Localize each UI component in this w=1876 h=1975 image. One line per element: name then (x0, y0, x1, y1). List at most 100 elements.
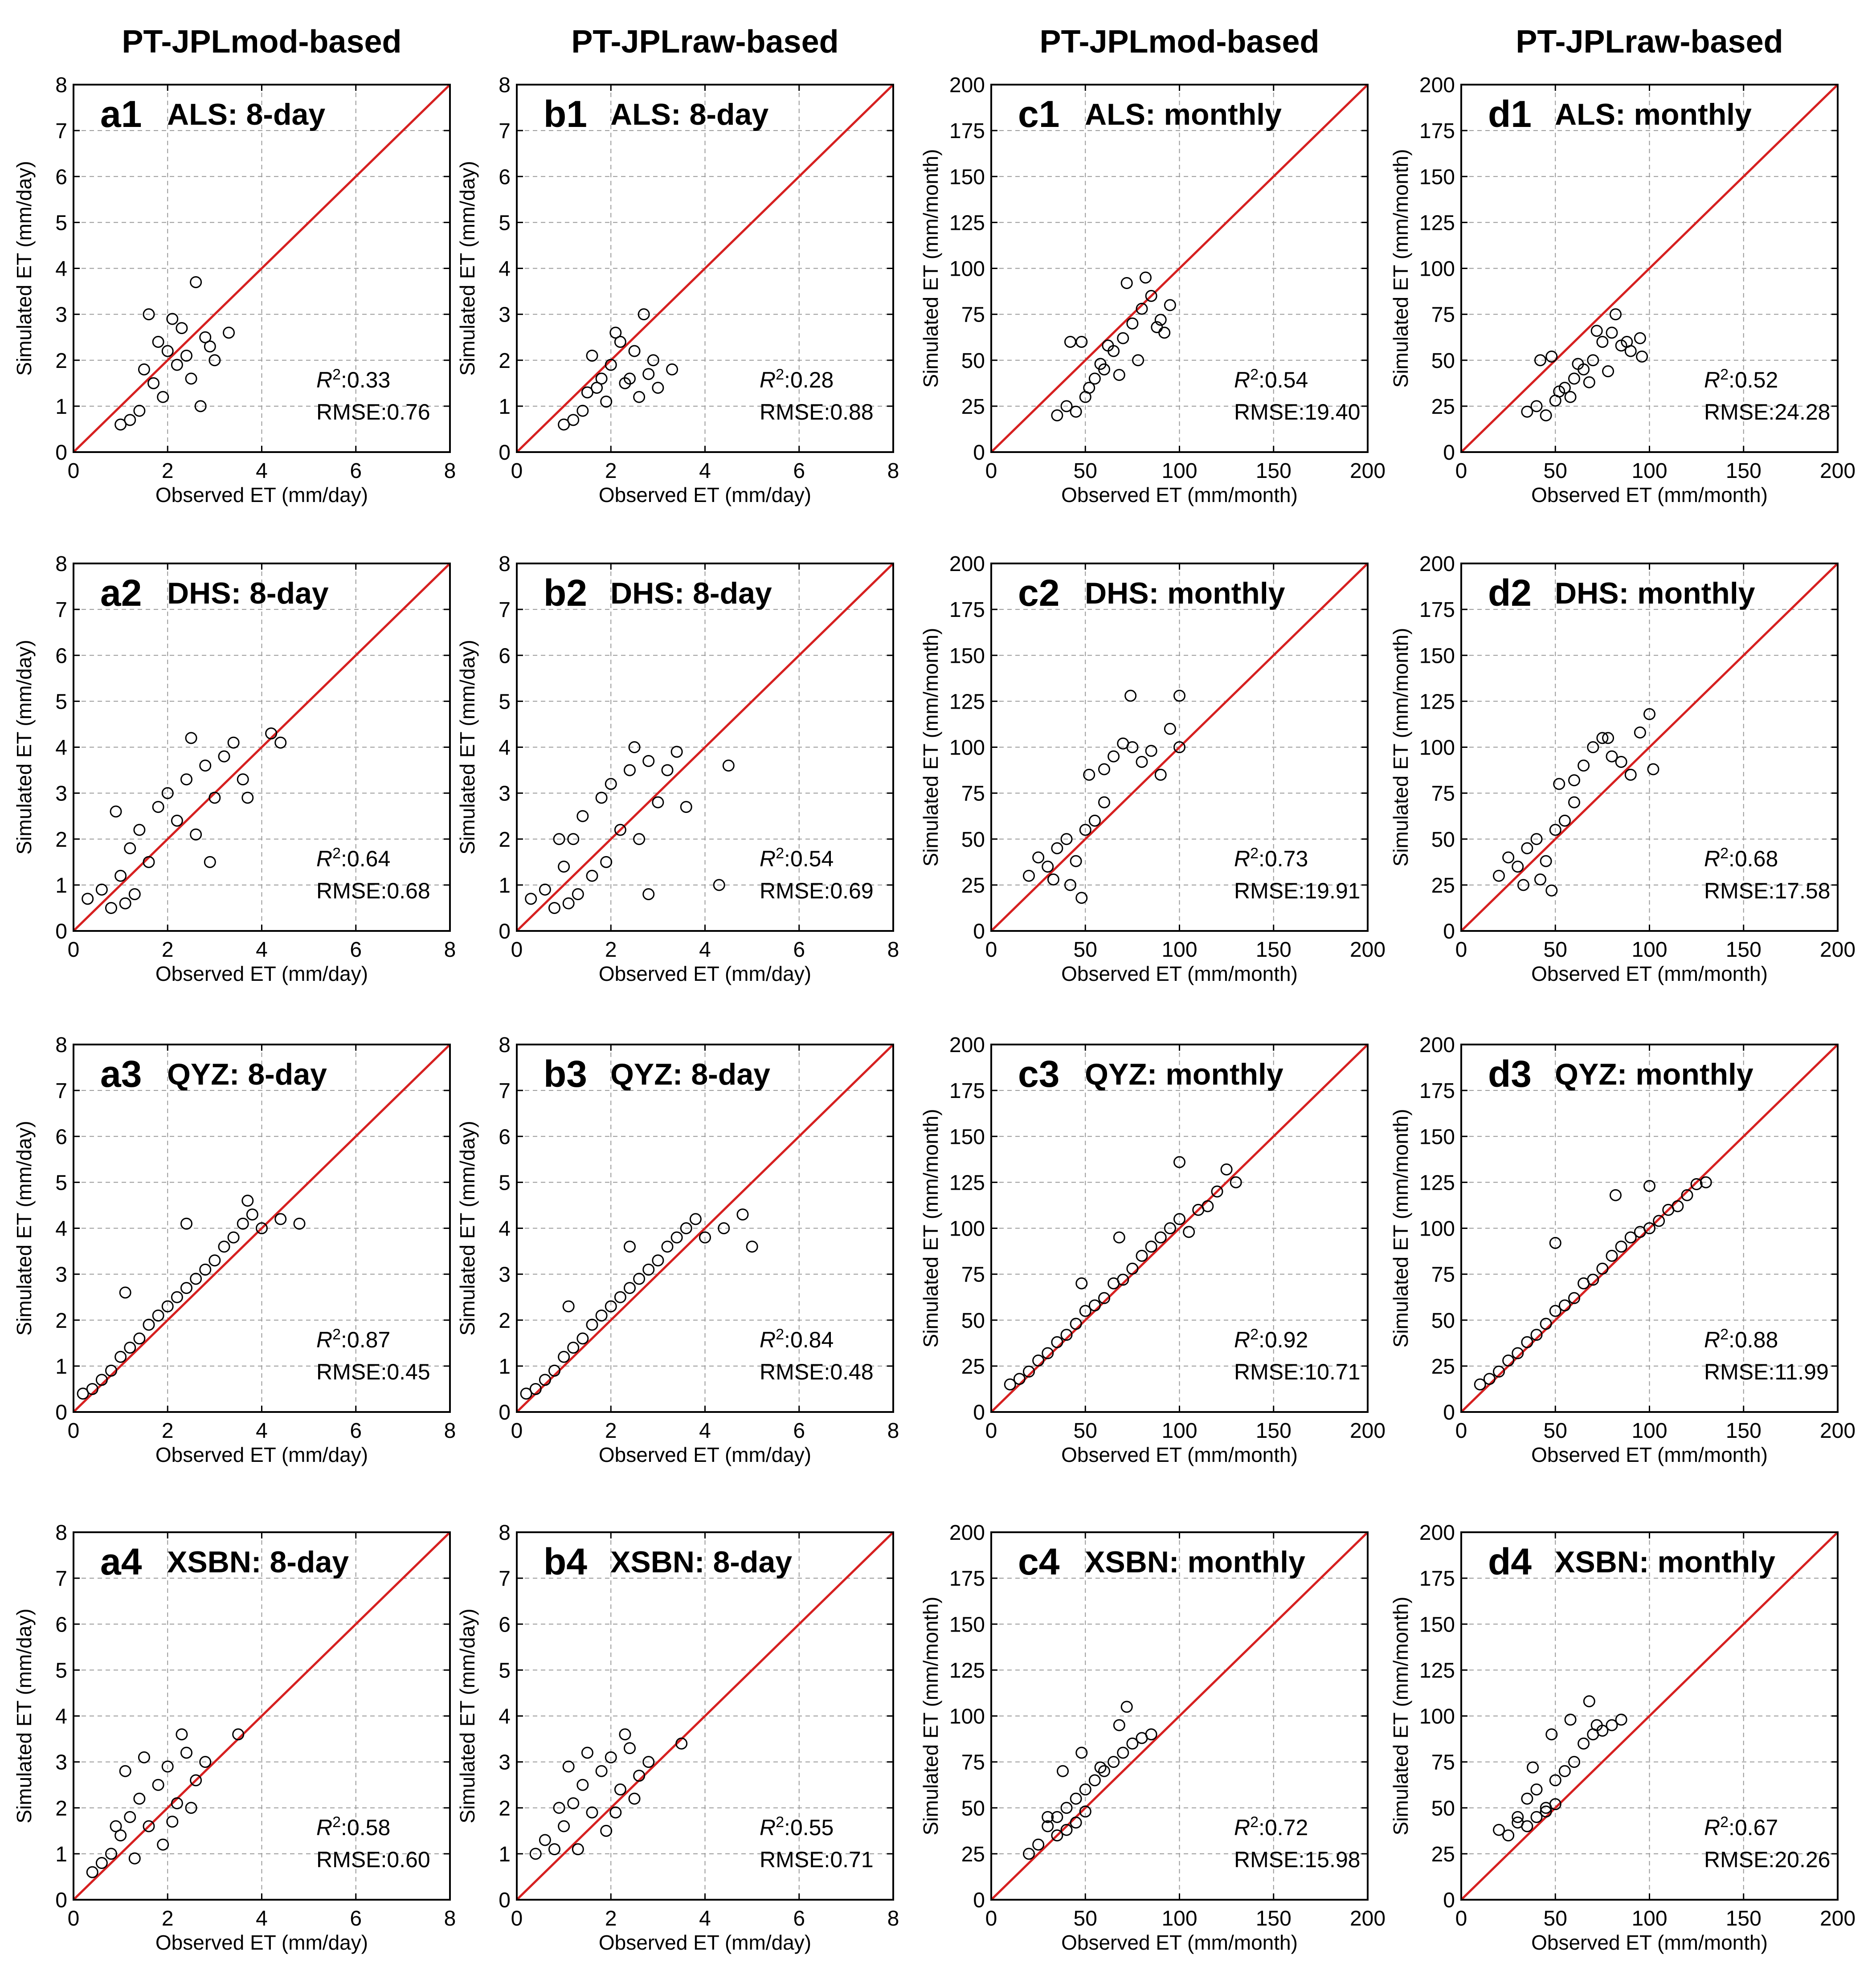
data-point (605, 359, 617, 371)
r2-symbol: R (316, 1815, 332, 1840)
y-tick-label: 75 (961, 782, 985, 806)
data-point (548, 902, 560, 914)
one-to-one-line (991, 85, 1368, 452)
data-point (595, 372, 608, 385)
panel-id: a4 (100, 1541, 142, 1583)
data-point (105, 1364, 117, 1377)
data-point (1672, 1200, 1684, 1212)
y-tick-label: 1 (499, 1355, 511, 1379)
x-axis-label: Observed ET (mm/day) (599, 1931, 811, 1954)
data-point (1643, 1222, 1655, 1234)
panel-title: DHS: 8-day (167, 576, 329, 610)
data-point (110, 1820, 122, 1832)
r2-stat: R2:0.54 (1234, 366, 1308, 392)
y-tick-label: 5 (55, 1171, 67, 1195)
y-tick-label: 175 (1419, 598, 1455, 622)
r2-superscript: 2 (332, 1814, 341, 1831)
panel-a3: 0 2 4 6 8 0 1 2 3 4 5 6 7 8 Observed ET (mm/day) Simula… (12, 1033, 456, 1466)
data-point (586, 349, 598, 362)
data-layer (74, 1532, 450, 1900)
data-point (185, 1802, 197, 1814)
data-point (161, 1300, 174, 1313)
data-point (736, 1208, 749, 1221)
y-axis-label: Simulated ET (mm/month) (919, 149, 942, 388)
y-tick-label: 200 (1419, 1033, 1455, 1057)
data-point (553, 1802, 565, 1814)
y-tick-label: 0 (1443, 1889, 1455, 1912)
y-tick-label: 5 (499, 1659, 511, 1682)
rmse-stat: RMSE:0.45 (316, 1359, 430, 1384)
r2-stat: R2:0.52 (1704, 366, 1778, 392)
column-title-1: PT-JPLmod-based (122, 24, 401, 60)
y-tick-label: 3 (55, 1751, 67, 1775)
data-point (529, 1383, 542, 1395)
y-tick-label: 125 (949, 1171, 985, 1195)
y-tick-label: 100 (1419, 1217, 1455, 1241)
y-tick-label: 2 (55, 1797, 67, 1820)
data-layer (517, 1045, 893, 1412)
r2-value: 0.87 (347, 1327, 390, 1352)
data-point (614, 336, 626, 348)
column-title-4: PT-JPLraw-based (1516, 24, 1783, 60)
r2-colon: : (341, 846, 347, 871)
data-point (1474, 1378, 1486, 1391)
y-tick-label: 0 (499, 1889, 511, 1912)
data-point (642, 1756, 655, 1768)
y-tick-label: 150 (1419, 1125, 1455, 1149)
y-tick-label: 75 (961, 1263, 985, 1287)
r2-superscript: 2 (332, 1326, 341, 1343)
y-tick-label: 0 (973, 1401, 985, 1424)
x-axis-label: Observed ET (mm/month) (1061, 1443, 1298, 1466)
panel-d3: 0 50 100 150 200 0 25 50 75 100 125 150 175 200 Observ… (1389, 1033, 1856, 1466)
r2-colon: : (1259, 1815, 1265, 1840)
data-point (1075, 1746, 1088, 1759)
panel-id: a3 (100, 1053, 142, 1095)
y-tick-label: 0 (499, 441, 511, 465)
data-point (558, 861, 570, 873)
panel-id: c2 (1018, 572, 1059, 614)
data-point (642, 888, 655, 900)
y-tick-label: 8 (499, 1033, 511, 1057)
rmse-stat: RMSE:0.76 (316, 400, 430, 424)
r2-superscript: 2 (1720, 845, 1729, 862)
data-point (1113, 1719, 1125, 1731)
data-point (1120, 1701, 1133, 1713)
x-tick-label: 4 (699, 459, 711, 483)
data-point (652, 382, 664, 394)
data-point (241, 792, 254, 804)
r2-symbol: R (1234, 367, 1250, 392)
data-point (1540, 855, 1552, 867)
data-point (1615, 756, 1627, 768)
data-point (1502, 1355, 1515, 1367)
data-point (624, 1282, 636, 1294)
data-point (143, 856, 155, 868)
data-point (194, 400, 207, 412)
data-point (232, 1728, 245, 1741)
x-axis-label: Observed ET (mm/day) (155, 1931, 368, 1954)
y-axis-label: Simulated ET (mm/day) (456, 161, 479, 375)
r2-value: 0.64 (347, 846, 390, 871)
panels: 0 2 4 6 8 0 1 2 3 4 5 6 7 8 Observed ET (mm/day) Simula… (12, 73, 1856, 1954)
x-tick-label: 0 (511, 1419, 523, 1443)
data-point (1013, 1373, 1026, 1385)
data-point (1230, 1176, 1242, 1188)
panel-title: QYZ: 8-day (167, 1057, 327, 1091)
y-tick-label: 0 (973, 1889, 985, 1912)
r2-superscript: 2 (776, 366, 784, 383)
data-point (1634, 726, 1646, 739)
data-point (1545, 1728, 1558, 1741)
x-tick-label: 150 (1726, 938, 1762, 962)
y-tick-label: 200 (949, 1033, 985, 1057)
data-point (265, 727, 278, 740)
data-point (1493, 1824, 1505, 1836)
y-tick-label: 50 (1431, 828, 1455, 852)
data-point (274, 1213, 287, 1225)
data-point (1042, 1347, 1054, 1359)
y-tick-label: 25 (961, 1355, 985, 1379)
y-tick-label: 4 (55, 257, 67, 281)
y-tick-label: 5 (55, 690, 67, 714)
y-axis-label: Simulated ET (mm/day) (456, 640, 479, 854)
data-point (227, 736, 240, 749)
x-tick-label: 0 (68, 1419, 80, 1443)
y-tick-label: 3 (499, 303, 511, 327)
